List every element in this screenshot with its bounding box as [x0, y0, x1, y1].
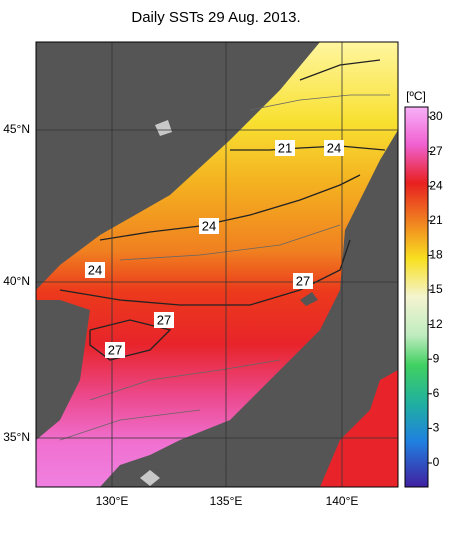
graticule: [36, 42, 398, 487]
lat-label: 45°N: [3, 122, 30, 136]
contour-label: 27: [108, 342, 122, 357]
lat-label: 35°N: [3, 430, 30, 444]
map-frame: [35, 41, 399, 488]
colorbar-tick-label: 0: [433, 455, 440, 469]
contour-label: 24: [202, 218, 216, 233]
map: [36, 42, 398, 487]
colorbar: [404, 106, 429, 488]
sakhalin-island: [155, 120, 172, 136]
colorbar-tick-label: 24: [429, 178, 443, 192]
contour-label-box: [199, 218, 219, 234]
contour-label-box: [324, 140, 344, 156]
lat-label: 40°N: [3, 274, 30, 288]
contour-label-box: [85, 262, 105, 278]
colorbar-tick-label: 3: [433, 421, 440, 435]
contour-label: 27: [157, 312, 171, 327]
lon-label: 130°E: [96, 494, 129, 508]
lon-label: 140°E: [326, 494, 359, 508]
ulleung-island: [140, 470, 160, 486]
colorbar-tick-label: 12: [429, 317, 443, 331]
contour-labels: 21 24 24 24 27 27 27: [85, 140, 344, 358]
contour-label-box: [154, 312, 174, 328]
contour-label: 27: [296, 273, 310, 288]
colorbar-tick-label: 30: [429, 109, 443, 123]
contour-label: 24: [88, 262, 102, 277]
colorbar-tick-label: 6: [433, 386, 440, 400]
sea: [36, 42, 398, 487]
contour-label-box: [275, 140, 295, 156]
sado-island: [300, 292, 318, 306]
map-title: Daily SSTs 29 Aug. 2013.: [131, 9, 300, 26]
contour-label-box: [293, 273, 313, 289]
colorbar-tick-label: 27: [429, 144, 443, 158]
contour-label: 24: [327, 140, 341, 155]
lon-label: 135°E: [210, 494, 243, 508]
contour-label-box: [105, 342, 125, 358]
kyushu: [130, 460, 260, 487]
contour-label: 21: [278, 140, 292, 155]
colorbar-tick-label: 9: [433, 351, 440, 365]
pacific-sea: [320, 370, 398, 487]
colorbar-tick-label: 21: [429, 213, 443, 227]
colorbar-tick-label: 15: [429, 282, 443, 296]
contours: [59, 59, 386, 361]
colorbar-tick-label: 18: [429, 248, 443, 262]
colorbar-unit: [ºC]: [406, 89, 426, 103]
minor-contours: [59, 94, 390, 441]
